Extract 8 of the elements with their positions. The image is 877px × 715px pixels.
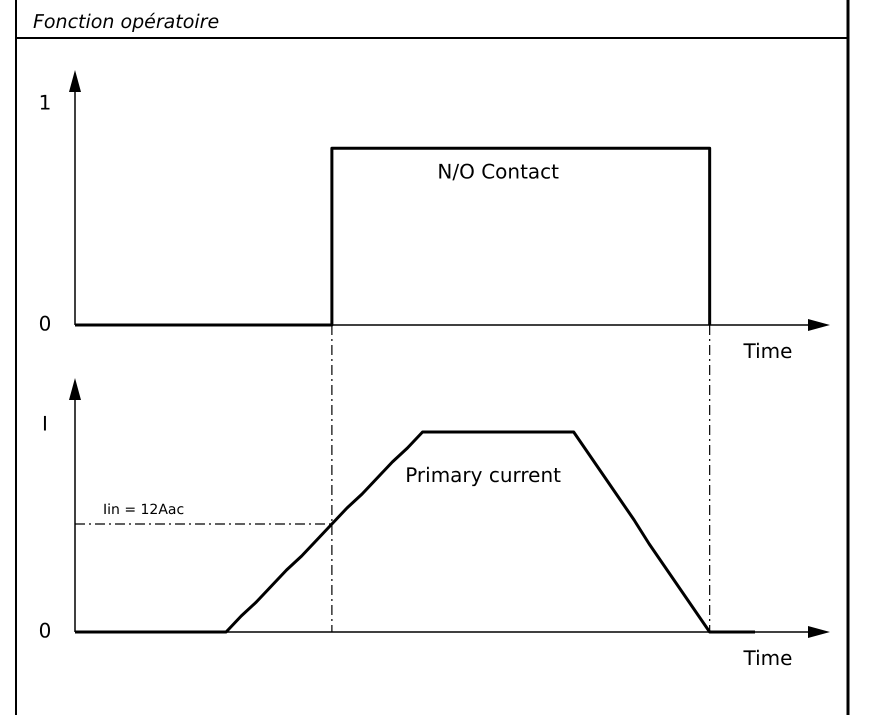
- series-label: Primary current: [405, 463, 562, 487]
- y-tick-label: 1: [38, 90, 52, 115]
- x-axis-title: Time: [742, 646, 792, 670]
- x-axis-title: Time: [742, 339, 792, 363]
- text: I: [42, 411, 48, 436]
- series-label: N/O Contact: [437, 159, 560, 184]
- annotation: Iin = 12Aac: [103, 502, 184, 518]
- chart-title: Fonction opératoire: [33, 11, 220, 33]
